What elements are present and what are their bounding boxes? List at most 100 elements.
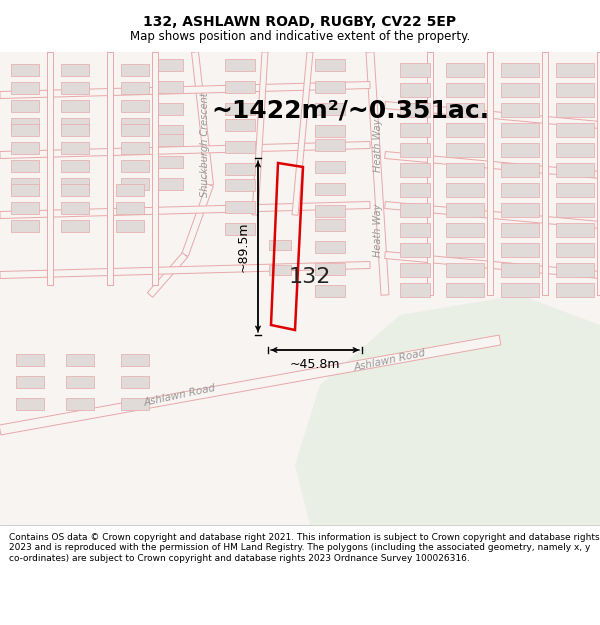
Bar [61,82,89,94]
Bar [315,59,345,71]
Bar [446,63,484,77]
Bar [501,283,539,297]
Bar [61,220,89,232]
Bar [121,142,149,154]
Bar [315,161,345,173]
Bar [400,263,430,277]
Polygon shape [47,52,53,285]
Bar [11,82,39,94]
Bar [501,83,539,97]
Bar [121,118,149,130]
Bar [61,142,89,154]
Polygon shape [182,184,213,256]
Bar [446,203,484,217]
Text: 132: 132 [289,267,331,287]
Polygon shape [292,52,313,215]
Bar [61,202,89,214]
Bar [400,83,430,97]
Bar [225,179,255,191]
Bar [61,100,89,112]
Bar [121,124,149,136]
Polygon shape [385,251,600,279]
Bar [556,143,594,157]
Polygon shape [148,253,188,298]
Bar [225,163,255,175]
Bar [315,103,345,115]
Bar [225,119,255,131]
Bar [556,163,594,177]
Polygon shape [152,52,158,285]
Bar [157,156,182,168]
Bar [315,219,345,231]
Bar [225,141,255,153]
Bar [501,223,539,237]
Bar [11,100,39,112]
Bar [501,203,539,217]
Text: Contains OS data © Crown copyright and database right 2021. This information is : Contains OS data © Crown copyright and d… [9,533,599,562]
Polygon shape [385,201,600,229]
Text: Ashlawn Road: Ashlawn Road [143,382,217,408]
Bar [501,143,539,157]
Bar [400,123,430,137]
Polygon shape [107,52,113,285]
Bar [446,223,484,237]
Polygon shape [427,52,433,295]
Bar [225,59,255,71]
Polygon shape [0,261,370,279]
Bar [556,123,594,137]
Polygon shape [0,335,501,435]
Bar [157,59,182,71]
Bar [157,125,182,137]
Polygon shape [0,141,370,159]
Bar [400,183,430,197]
Polygon shape [252,52,268,215]
Polygon shape [0,201,370,219]
Bar [400,163,430,177]
Bar [556,63,594,77]
Bar [121,354,149,366]
Bar [16,376,44,388]
Bar [501,183,539,197]
Bar [121,100,149,112]
Bar [157,178,182,190]
Bar [400,63,430,77]
Bar [556,243,594,257]
Bar [121,376,149,388]
Bar [269,240,291,250]
Bar [446,243,484,257]
Bar [400,103,430,117]
Bar [11,142,39,154]
Text: ~1422m²/~0.351ac.: ~1422m²/~0.351ac. [211,98,489,122]
Bar [16,398,44,410]
Bar [11,220,39,232]
Bar [556,183,594,197]
Polygon shape [487,52,493,295]
Bar [61,178,89,190]
Bar [556,83,594,97]
Bar [400,143,430,157]
Bar [61,118,89,130]
Bar [556,203,594,217]
Bar [315,139,345,151]
Bar [116,202,144,214]
Bar [556,103,594,117]
Bar [157,134,182,146]
Bar [501,63,539,77]
Polygon shape [385,151,600,179]
Bar [121,178,149,190]
Bar [400,243,430,257]
Bar [61,184,89,196]
Bar [556,223,594,237]
Bar [66,376,94,388]
Polygon shape [385,101,600,129]
Text: Shuckburgh Crescent: Shuckburgh Crescent [200,92,210,198]
Bar [315,263,345,275]
Bar [225,201,255,213]
Bar [121,398,149,410]
Text: Map shows position and indicative extent of the property.: Map shows position and indicative extent… [130,29,470,42]
Bar [66,354,94,366]
Bar [11,124,39,136]
Polygon shape [597,52,600,295]
Text: Ashlawn Road: Ashlawn Road [353,348,427,372]
Bar [400,223,430,237]
